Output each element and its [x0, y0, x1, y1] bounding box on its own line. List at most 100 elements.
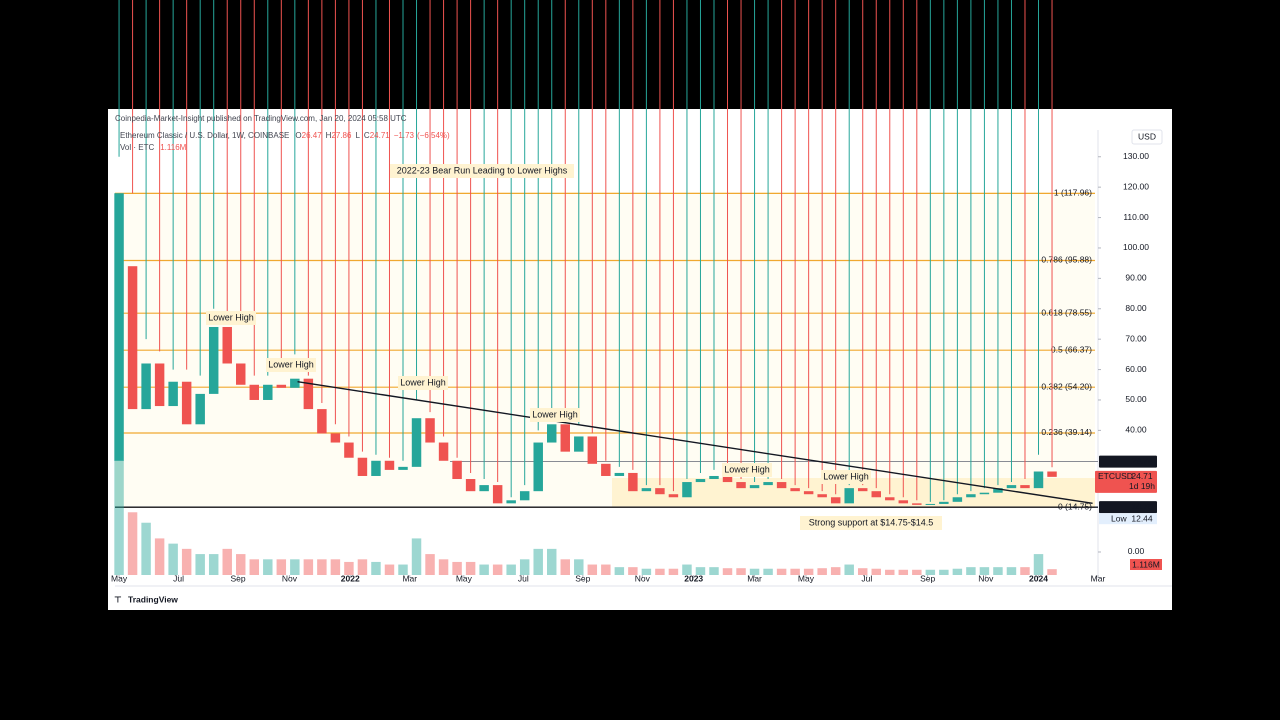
- volume-bar: [195, 554, 205, 575]
- candle-body: [790, 488, 800, 492]
- volume-bar: [574, 559, 584, 575]
- x-tick-label: May: [798, 573, 815, 583]
- x-tick-label: Jul: [861, 573, 872, 583]
- trendline: [297, 381, 1093, 505]
- x-tick-label: Mar: [747, 573, 762, 583]
- candle-body: [1020, 485, 1030, 489]
- volume-bar: [371, 561, 381, 575]
- candle-body: [628, 472, 638, 492]
- candle-body: [803, 491, 814, 495]
- x-tick-label: May: [456, 573, 473, 583]
- volume-bar: [668, 568, 679, 575]
- y-tick-label: 60.00: [1125, 364, 1147, 374]
- candle-body: [452, 460, 462, 480]
- brand-logo[interactable]: ⊤: [114, 594, 122, 604]
- header-item: O: [295, 131, 301, 140]
- candle-body: [519, 491, 530, 501]
- volume-header: Vol · ETC 1.116M: [120, 143, 187, 152]
- volume-bar: [127, 512, 138, 575]
- candle-body: [871, 491, 881, 498]
- candle-body: [763, 482, 773, 486]
- x-tick-label: 2022: [341, 573, 360, 583]
- y-tick-label: 110.00: [1123, 212, 1149, 222]
- candle-body: [979, 492, 990, 495]
- header-item: (−6.54%): [417, 131, 450, 140]
- countdown: 1d 19h: [1129, 481, 1155, 491]
- candle-body: [330, 433, 341, 443]
- annotation: Lower High: [208, 312, 254, 322]
- volume-bar: [1047, 569, 1057, 575]
- x-tick-label: 2023: [684, 573, 703, 583]
- annotation-bg: [266, 358, 316, 372]
- y-tick-label: 80.00: [1125, 303, 1147, 313]
- candle-body: [492, 485, 503, 504]
- candle-body: [966, 494, 976, 498]
- volume-bar: [276, 559, 287, 575]
- support-note-bg: [800, 516, 942, 530]
- volume-bar: [506, 564, 516, 575]
- x-tick-label: Nov: [978, 573, 994, 583]
- candle-body: [736, 482, 746, 489]
- volume-bar: [141, 522, 151, 575]
- volume-bar: [817, 568, 827, 575]
- volume-bar: [979, 567, 990, 575]
- volume-bar: [411, 538, 422, 575]
- candle-body: [479, 485, 489, 492]
- ticker-label: ETCUSD: [1098, 471, 1133, 481]
- currency-box[interactable]: [1131, 129, 1163, 145]
- header-item: H: [326, 131, 332, 140]
- header-item: Vol · ETC: [120, 143, 154, 152]
- volume-last-label: 1.116M: [1132, 559, 1160, 569]
- volume-bar: [384, 564, 395, 575]
- header-item: 1.116M: [160, 143, 186, 152]
- fib-label: 0.5 (66.37): [1051, 344, 1092, 354]
- symbol-header: Ethereum Classic / U.S. Dollar, 1W, COIN…: [120, 131, 450, 140]
- header-item: −1.73: [394, 131, 415, 140]
- candle-body: [614, 472, 625, 476]
- fib-label: 1 (117.96): [1054, 188, 1092, 198]
- currency[interactable]: USD: [1138, 131, 1156, 141]
- candle-body: [344, 442, 354, 458]
- volume-bar: [628, 567, 638, 575]
- volume-bar: [479, 564, 489, 575]
- volume-bar: [438, 559, 449, 575]
- candle-body: [168, 381, 178, 407]
- volume-bar: [533, 548, 543, 575]
- candle-body: [384, 460, 395, 470]
- brand[interactable]: TradingView: [128, 594, 178, 604]
- volume-bar: [763, 568, 773, 575]
- volume-bar: [168, 543, 178, 575]
- header-item: C: [364, 131, 370, 140]
- annotation-bg: [530, 408, 580, 422]
- support-label: 14.75: [1131, 501, 1153, 511]
- candle-body: [411, 418, 422, 467]
- volume-bar: [452, 561, 462, 575]
- y-tick-label: 120.00: [1123, 181, 1149, 191]
- candle-body: [317, 409, 327, 434]
- candle-body: [141, 363, 151, 410]
- fib-label: 0.618 (78.55): [1041, 307, 1092, 317]
- low-value: 12.44: [1131, 513, 1153, 523]
- candle-body: [398, 466, 408, 470]
- volume-bar: [263, 559, 273, 575]
- volume-bar: [655, 568, 665, 575]
- candle-body: [993, 488, 1003, 493]
- volume-bar: [776, 568, 787, 575]
- volume-bar: [722, 568, 733, 575]
- candle-body: [601, 463, 611, 476]
- candle-body: [830, 497, 841, 504]
- fib-label: 0 (14.75): [1058, 501, 1092, 511]
- volume-bar: [871, 568, 881, 575]
- candle-body: [154, 363, 165, 407]
- y-tick-label: 40.00: [1125, 425, 1147, 435]
- candle-body: [1006, 485, 1017, 489]
- annotation: Lower High: [268, 359, 314, 369]
- header-item: 27.86: [331, 131, 352, 140]
- x-tick-label: Sep: [230, 573, 245, 583]
- volume-bar: [844, 564, 854, 575]
- volume-bar: [1020, 567, 1030, 575]
- candle-body: [222, 327, 232, 364]
- volume-bar: [966, 567, 976, 575]
- low-key: Low: [1111, 513, 1127, 523]
